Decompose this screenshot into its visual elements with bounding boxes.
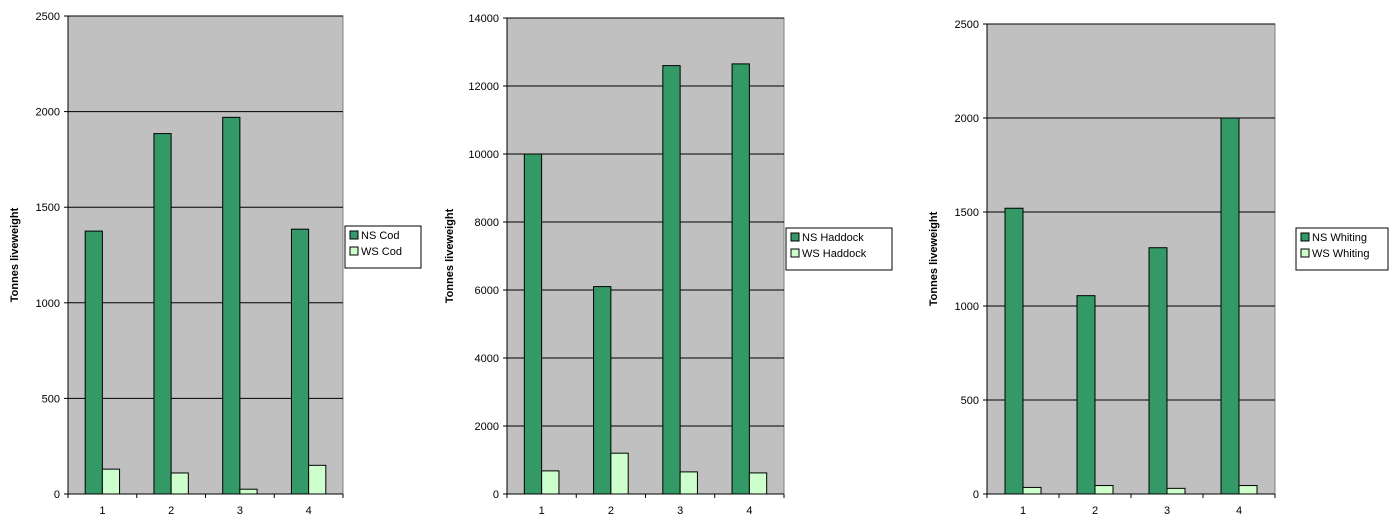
legend-entry: WS Haddock	[802, 248, 867, 260]
bar-ns-whiting-1	[1004, 207, 1024, 495]
chart-1: 0 500 1000 1500 2000 2500 1 2 3 4 Tonnes liveweigh…	[9, 11, 422, 517]
bar-ws-haddock-1	[541, 470, 560, 495]
bar-ws-cod-3	[239, 488, 258, 495]
legend-swatch	[790, 232, 800, 242]
legend-swatch	[1300, 232, 1310, 242]
legend-swatch	[349, 246, 359, 256]
bar-ns-haddock-4	[731, 63, 750, 495]
y-tick-label: 2000	[475, 421, 499, 433]
bar-ws-haddock-2	[610, 452, 629, 495]
bar-ws-whiting-4	[1238, 485, 1258, 495]
legend-entry: NS Cod	[361, 230, 400, 242]
y-tick-label: 1500	[955, 207, 979, 219]
y-tick-label: 2000	[36, 107, 60, 119]
y-tick-label: 12000	[468, 81, 499, 93]
bar-ns-whiting-4	[1220, 117, 1240, 495]
bar-ws-whiting-2	[1094, 485, 1114, 495]
x-tick-label: 2	[168, 505, 174, 517]
y-tick-label: 1000	[955, 301, 979, 313]
y-tick-label: 1500	[36, 202, 60, 214]
legend	[1295, 227, 1389, 271]
y-tick-label: 2000	[955, 113, 979, 125]
legend-entry: WS Whiting	[1312, 248, 1369, 260]
x-tick-label: 3	[237, 505, 243, 517]
x-tick-label: 4	[746, 505, 752, 517]
bar-ws-cod-4	[308, 464, 327, 495]
legend-entry: WS Cod	[361, 246, 402, 258]
y-tick-label: 8000	[475, 217, 499, 229]
x-tick-label: 2	[608, 505, 614, 517]
y-tick-label: 500	[961, 395, 979, 407]
bar-ns-cod-2	[153, 133, 172, 495]
bar-ns-whiting-3	[1148, 247, 1168, 495]
legend-swatch	[790, 248, 800, 258]
x-tick-label: 1	[1020, 505, 1026, 517]
y-tick-label: 14000	[468, 13, 499, 25]
bar-ws-whiting-3	[1166, 487, 1186, 495]
y-tick-label: 0	[973, 489, 979, 501]
bar-ns-haddock-3	[662, 65, 681, 495]
bar-ws-whiting-1	[1022, 486, 1042, 495]
x-tick-label: 2	[1092, 505, 1098, 517]
bar-ns-haddock-1	[523, 153, 543, 495]
chart-3: 0 500 1000 1500 2000 2500 1 2 3 4 Tonnes liveweigh…	[928, 19, 1389, 517]
y-axis-label: Tonnes liveweight	[444, 208, 456, 303]
bar-ns-haddock-2	[593, 286, 612, 495]
x-tick-label: 1	[99, 505, 105, 517]
bar-ns-cod-3	[222, 116, 241, 495]
y-axis-label: Tonnes liveweight	[928, 211, 940, 306]
bar-ws-haddock-3	[679, 471, 698, 495]
y-tick-label: 2500	[955, 19, 979, 31]
bar-ns-cod-1	[84, 230, 103, 495]
y-tick-label: 0	[54, 489, 60, 501]
y-tick-label: 0	[493, 489, 499, 501]
bar-ws-cod-2	[170, 472, 189, 495]
chart-2: 0 2000 4000 6000 8000 10000 12000 14000 1 2 3 4 Tonn…	[444, 13, 893, 517]
legend-entry: NS Whiting	[1312, 232, 1367, 244]
x-tick-label: 4	[306, 505, 312, 517]
legend-swatch	[349, 230, 359, 240]
legend-entry: NS Haddock	[802, 232, 864, 244]
y-tick-label: 6000	[475, 285, 499, 297]
y-tick-label: 4000	[475, 353, 499, 365]
legend	[785, 227, 893, 271]
y-tick-label: 10000	[468, 149, 499, 161]
x-tick-label: 3	[677, 505, 683, 517]
bar-ns-cod-4	[290, 228, 310, 495]
x-tick-label: 4	[1236, 505, 1242, 517]
bar-ws-haddock-4	[748, 472, 768, 495]
bar-ws-cod-1	[101, 468, 121, 495]
y-tick-label: 2500	[36, 11, 60, 23]
bar-ns-whiting-2	[1076, 295, 1096, 495]
y-axis-label: Tonnes liveweight	[9, 207, 21, 302]
x-tick-label: 3	[1164, 505, 1170, 517]
x-tick-label: 1	[539, 505, 545, 517]
legend-swatch	[1300, 248, 1310, 258]
y-tick-label: 1000	[36, 298, 60, 310]
y-tick-label: 500	[42, 393, 60, 405]
